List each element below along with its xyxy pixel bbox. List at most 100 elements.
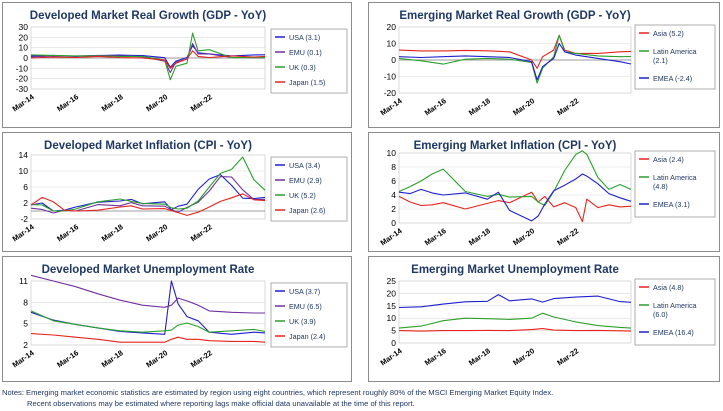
y-tick-label: 20 [387,288,397,298]
x-tick-label: Mar-14 [11,92,37,114]
chart-panel-dm-unemp: Developed Market Unemployment Rate 11 8 5 2 M… [2,256,352,382]
chart-panel-dm-cpi: Developed Market Inflation (CPI - YoY) 14… [2,132,352,252]
y-tick-label: -10 [16,63,29,73]
x-tick-label: Mar-16 [55,348,80,369]
legend-label: Japan (2.6) [289,206,325,215]
legend-label: EMEA (16.4) [653,328,694,337]
chart-title: Emerging Market Real Growth (GDP - YoY) [399,10,630,22]
x-tick-label: Mar-20 [511,96,536,117]
x-tick-label: Mar-18 [467,226,492,247]
chart-title: Emerging Market Unemployment Rate [411,264,619,276]
chart-title: Developed Market Unemployment Rate [42,264,255,276]
x-tick-label: Mar-16 [423,226,448,247]
y-tick-label: 0 [23,53,28,63]
y-tick-label: 20 [387,22,397,32]
legend-label: (4.8) [653,182,668,191]
x-tick-label: Mar-22 [189,348,214,369]
chart-svg-em-unemp: Emerging Market Unemployment Rate 25 20 15 1… [379,264,716,368]
x-tick-label: Mar-14 [11,348,37,370]
legend-label: UK (0.3) [289,63,316,72]
legend-label: UK (3.9) [289,317,316,326]
legend-label: Japan (2.4) [289,332,325,341]
y-tick-label: 2 [23,198,28,208]
chart-svg-em-cpi: Emerging Market Inflation (CPI - YoY) 10 8… [379,140,716,248]
y-tick-label: 0 [391,55,396,65]
series-line [398,150,632,207]
y-tick-label: 14 [19,150,29,160]
x-tick-label: Mar-16 [55,92,80,113]
x-tick-label: Mar-18 [100,222,125,243]
plot-area [30,280,266,346]
x-tick-label: Mar-18 [100,92,125,113]
legend-label: Asia (4.8) [653,283,684,292]
series-line [30,50,266,69]
plot-area [398,280,632,344]
x-tick-label: Mar-20 [144,348,169,369]
x-tick-label: Mar-22 [189,222,214,243]
y-tick-label: 10 [387,313,397,323]
legend-label: USA (3.7) [289,287,320,296]
x-tick-label: Mar-16 [423,346,448,367]
chart-panel-em-unemp: Emerging Market Unemployment Rate 25 20 15 1… [368,256,720,382]
legend-label: Japan (1.5) [289,78,325,87]
x-tick-label: Mar-22 [189,92,214,113]
chart-panel-em-cpi: Emerging Market Inflation (CPI - YoY) 10 8… [368,132,720,252]
series-line [398,328,632,332]
y-tick-label: 10 [19,166,29,176]
x-tick-label: Mar-22 [555,96,580,117]
legend-label: Asia (5.2) [653,29,684,38]
footnote-line-1: Notes: Emerging market economic statisti… [2,388,554,397]
y-tick-label: 0 [391,338,396,348]
legend-label: EMU (2.9) [289,176,322,185]
chart-svg-dm-gdp: Developed Market Real Growth (GDP - YoY)… [11,10,348,114]
series-line [398,42,632,81]
y-tick-label: -30 [16,84,29,94]
legend-label: EMU (6.5) [289,302,322,311]
legend-label: (2.1) [653,56,668,65]
y-tick-label: 6 [23,182,28,192]
y-tick-label: 10 [19,43,29,53]
y-tick-label: 8 [23,297,28,307]
legend-label: UK (5.2) [289,191,316,200]
x-tick-label: Mar-14 [379,226,405,248]
series-line [398,312,632,329]
x-tick-label: Mar-20 [511,346,536,367]
y-tick-label: 5 [391,326,396,336]
x-tick-label: Mar-14 [379,96,405,118]
series-line [30,310,266,333]
footnotes: Notes: Emerging market economic statisti… [2,388,721,409]
x-tick-label: Mar-14 [379,346,405,368]
x-tick-label: Mar-20 [144,222,169,243]
y-tick-label: 10 [387,39,397,49]
y-tick-label: 6 [391,176,396,186]
x-tick-label: Mar-20 [144,92,169,113]
y-tick-label: 2 [23,340,28,350]
y-tick-label: 25 [387,276,397,286]
legend-box [634,150,716,218]
legend-label: USA (3.4) [289,161,320,170]
y-tick-label: 4 [391,190,396,200]
chart-title: Developed Market Inflation (CPI - YoY) [44,140,252,152]
y-tick-label: 0 [391,218,396,228]
series-line [398,294,632,309]
y-tick-label: 10 [387,148,397,158]
y-tick-label: 30 [19,22,29,32]
series-line [398,34,632,84]
x-tick-label: Mar-22 [555,226,580,247]
x-tick-label: Mar-22 [555,346,580,367]
chart-panel-em-gdp: Emerging Market Real Growth (GDP - YoY) 2… [368,2,720,128]
legend-label: EMU (0.1) [289,48,322,57]
series-line [30,32,265,81]
y-tick-label: 11 [19,276,28,286]
y-tick-label: 8 [391,162,396,172]
y-tick-label: 15 [387,301,397,311]
x-tick-label: Mar-16 [423,96,448,117]
series-line [398,173,632,222]
legend-box [634,278,716,346]
legend-label: (6.0) [653,310,668,319]
legend-label: EMEA (-2.4) [653,74,692,83]
y-tick-label: -10 [384,72,397,82]
legend-label: Asia (2.4) [653,155,684,164]
legend-label: EMEA (3.1) [653,200,690,209]
x-tick-label: Mar-20 [511,226,536,247]
